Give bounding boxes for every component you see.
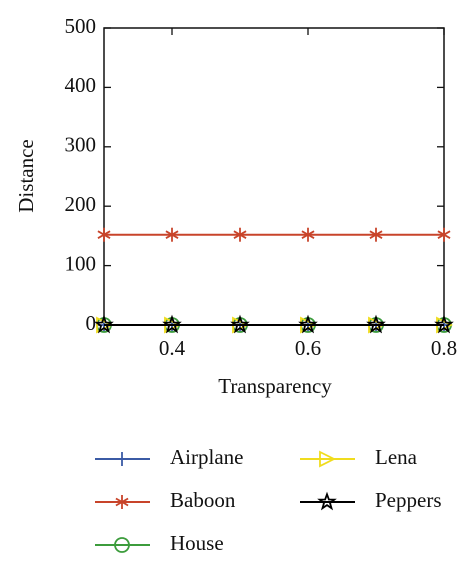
marker xyxy=(230,314,250,334)
marker xyxy=(319,450,337,468)
marker-stroke xyxy=(233,230,247,239)
marker xyxy=(298,314,318,334)
legend-label: House xyxy=(170,531,224,555)
marker xyxy=(369,227,383,242)
legend-label: Lena xyxy=(375,445,418,469)
marker xyxy=(317,491,337,511)
marker-stroke xyxy=(97,230,111,239)
marker xyxy=(233,227,247,242)
legend-label: Baboon xyxy=(170,488,236,512)
marker xyxy=(94,314,114,334)
legend-label: Peppers xyxy=(375,488,442,512)
marker xyxy=(301,227,315,242)
marker-star xyxy=(434,314,454,334)
marker xyxy=(97,227,111,242)
marker-star xyxy=(230,314,250,334)
legend-label: Airplane xyxy=(170,445,243,469)
marker xyxy=(114,537,130,553)
marker xyxy=(434,314,454,334)
marker-stroke xyxy=(369,230,383,239)
marker-stroke xyxy=(437,230,451,239)
y-tick-label: 300 xyxy=(65,133,97,157)
x-tick-label: 0.8 xyxy=(431,336,457,360)
marker-circle xyxy=(114,537,130,553)
y-tick-label: 200 xyxy=(65,192,97,216)
x-axis-label: Transparency xyxy=(218,374,332,398)
plot-frame xyxy=(103,27,445,326)
marker-star xyxy=(298,314,318,334)
y-tick-label: 500 xyxy=(65,14,97,38)
marker-stroke xyxy=(301,230,315,239)
marker xyxy=(162,314,182,334)
marker-star xyxy=(94,314,114,334)
marker-stroke xyxy=(165,230,179,239)
y-tick-label: 400 xyxy=(65,73,97,97)
y-tick-label: 100 xyxy=(65,251,97,275)
marker-star xyxy=(366,314,386,334)
marker-star xyxy=(162,314,182,334)
marker xyxy=(366,314,386,334)
marker xyxy=(165,227,179,242)
marker-star xyxy=(317,491,337,511)
marker xyxy=(115,452,129,466)
marker xyxy=(437,227,451,242)
marker-stroke xyxy=(115,497,129,507)
x-tick-label: 0.4 xyxy=(159,336,186,360)
x-tick-label: 0.6 xyxy=(295,336,321,360)
marker xyxy=(115,495,129,509)
y-axis-label: Distance xyxy=(14,139,38,212)
marker-triangle xyxy=(319,450,337,468)
y-tick-label: 0 xyxy=(86,311,97,335)
